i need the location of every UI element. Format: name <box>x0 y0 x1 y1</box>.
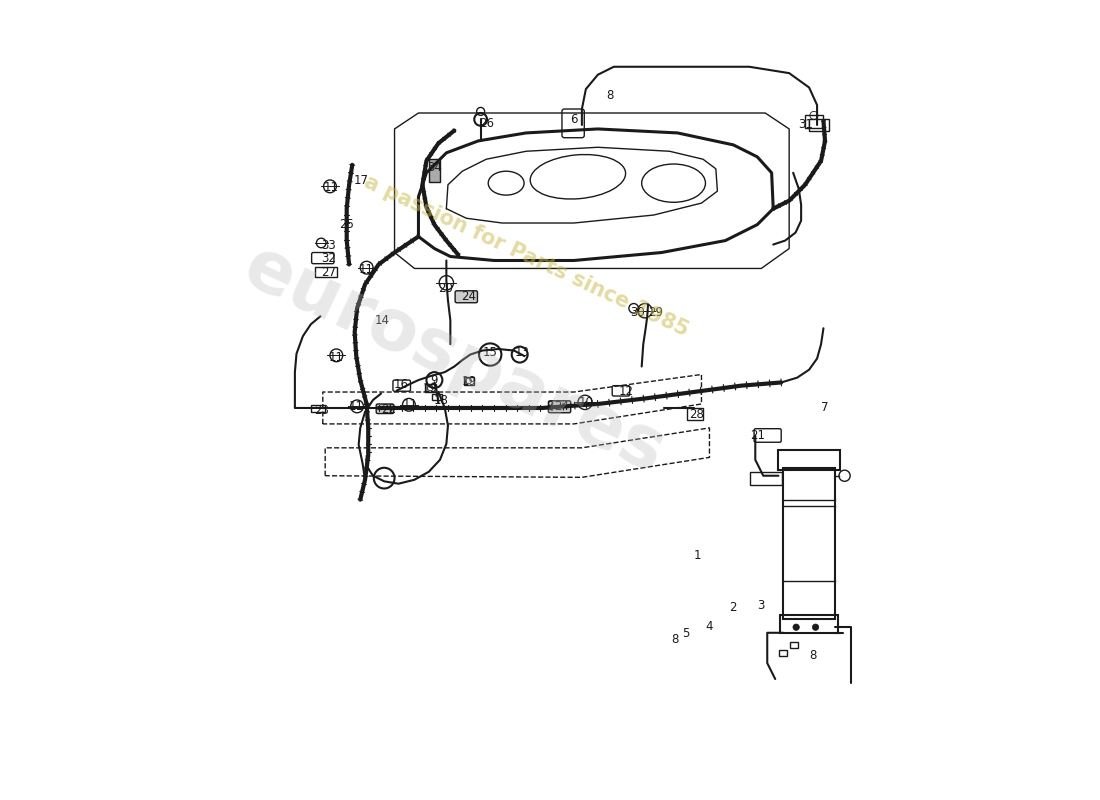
Text: 33: 33 <box>321 239 336 252</box>
Text: 9: 9 <box>431 374 438 387</box>
Text: 11: 11 <box>349 400 364 413</box>
Bar <box>426 384 436 392</box>
Bar <box>805 115 823 128</box>
Text: 13: 13 <box>515 346 529 358</box>
Text: 25: 25 <box>339 218 354 231</box>
Text: 24: 24 <box>461 290 476 303</box>
Bar <box>429 159 440 182</box>
Text: 11: 11 <box>403 398 418 411</box>
Text: 16: 16 <box>394 378 408 390</box>
Bar <box>315 267 337 278</box>
Text: 32: 32 <box>321 251 336 265</box>
Text: 15: 15 <box>483 346 497 358</box>
FancyBboxPatch shape <box>549 401 571 413</box>
FancyBboxPatch shape <box>455 290 477 302</box>
Text: 22: 22 <box>382 403 396 416</box>
Bar <box>750 472 782 485</box>
Text: 11: 11 <box>329 351 344 364</box>
Text: 8: 8 <box>547 400 553 413</box>
Bar <box>779 650 788 656</box>
Text: 10: 10 <box>579 396 593 409</box>
Bar <box>311 405 326 412</box>
Text: 23: 23 <box>314 404 329 417</box>
Text: 31: 31 <box>798 118 813 131</box>
Text: 5: 5 <box>682 627 690 640</box>
Text: 20: 20 <box>438 282 453 295</box>
Text: 19: 19 <box>422 382 438 394</box>
Text: 26: 26 <box>478 117 494 130</box>
Text: a passion for Parts since 1985: a passion for Parts since 1985 <box>361 172 692 341</box>
Text: 2: 2 <box>729 601 737 614</box>
Text: 34: 34 <box>427 161 442 174</box>
Bar <box>780 615 838 633</box>
Text: 11: 11 <box>323 181 339 194</box>
Text: 8: 8 <box>810 649 817 662</box>
FancyBboxPatch shape <box>376 404 394 414</box>
Bar <box>790 642 798 648</box>
Text: 12: 12 <box>618 385 634 398</box>
Text: 11: 11 <box>359 262 374 276</box>
Text: 28: 28 <box>690 408 704 421</box>
Text: 4: 4 <box>706 620 713 633</box>
Text: 18: 18 <box>433 394 448 406</box>
Text: 17: 17 <box>353 174 369 187</box>
Text: eurospares: eurospares <box>233 232 675 488</box>
Circle shape <box>813 624 818 630</box>
Circle shape <box>793 624 800 630</box>
Text: 6: 6 <box>570 113 578 126</box>
Text: 29: 29 <box>648 306 662 319</box>
Text: 7: 7 <box>822 402 828 414</box>
Text: 30: 30 <box>630 306 645 319</box>
Bar <box>783 468 835 619</box>
Bar <box>810 119 829 130</box>
Bar <box>432 394 441 400</box>
Bar <box>463 377 474 385</box>
Text: 24: 24 <box>554 400 570 413</box>
Text: 27: 27 <box>321 266 336 279</box>
Text: 8: 8 <box>606 89 614 102</box>
Text: 3: 3 <box>758 599 764 612</box>
Text: 21: 21 <box>750 429 764 442</box>
Bar <box>779 450 839 470</box>
Bar <box>688 408 703 420</box>
Text: 1: 1 <box>694 549 701 562</box>
Text: 19: 19 <box>461 375 476 388</box>
Text: 14: 14 <box>375 314 390 326</box>
Text: 8: 8 <box>671 633 679 646</box>
